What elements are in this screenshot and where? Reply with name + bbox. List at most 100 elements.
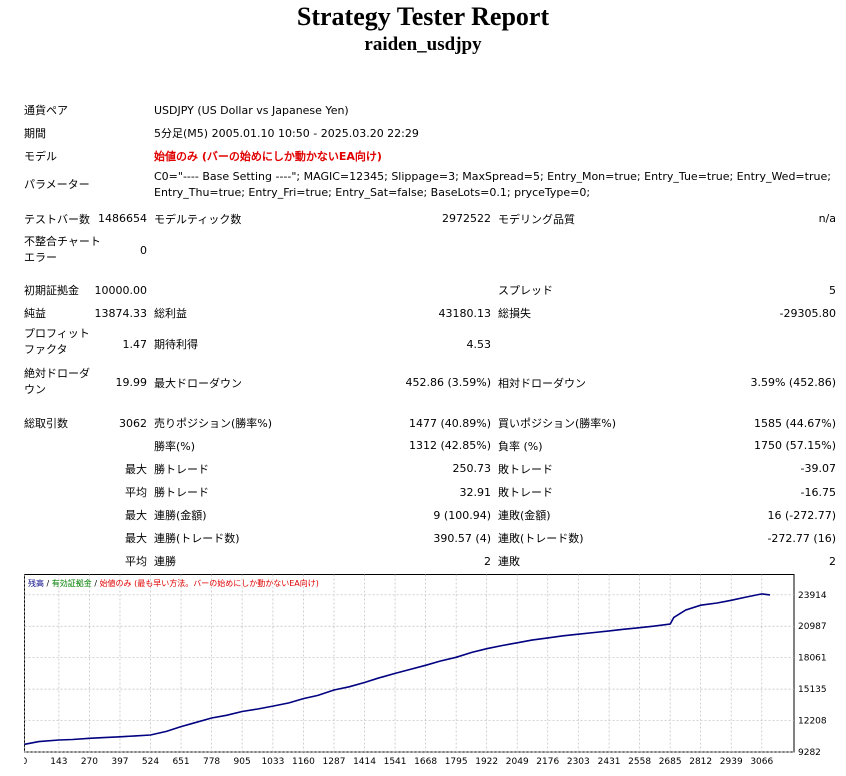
gross-loss-label: 総損失 xyxy=(498,307,531,320)
spread-value: 5 xyxy=(829,284,836,297)
winpct-value: 1312 (42.85%) xyxy=(408,439,491,452)
x-tick-label: 0 xyxy=(24,757,28,767)
abs-dd-label: 絶対ドローダウン xyxy=(24,367,90,396)
cons-loss-tr-value: -272.77 (16) xyxy=(767,532,836,545)
avg-loss-label: 敗トレード xyxy=(498,486,553,499)
x-tick-label: 2303 xyxy=(567,757,590,767)
max-win-label: 勝トレード xyxy=(154,463,209,476)
quality-label: モデリング品質 xyxy=(498,213,575,226)
gross-profit-label: 総利益 xyxy=(154,307,187,320)
period-value: 5分足(M5) 2005.01.10 10:50 - 2025.03.20 22… xyxy=(154,127,419,140)
net-label: 純益 xyxy=(24,307,46,320)
max-win-value: 250.73 xyxy=(452,462,492,475)
bars-value: 1486654 xyxy=(98,212,147,225)
symbol-value: USDJPY (US Dollar vs Japanese Yen) xyxy=(154,104,349,117)
x-tick-label: 2685 xyxy=(659,757,682,767)
balance-chart-svg: 0 143 270 397 524 651 778 905 1033 1160 1287 1414 15… xyxy=(24,574,827,767)
mismatch-label: 不整合チャートエラー xyxy=(24,235,101,264)
x-tick-label: 143 xyxy=(50,757,67,767)
avg-cons-loss-label: 連敗 xyxy=(498,555,520,568)
legend-entry: / xyxy=(44,579,52,588)
max-label-2: 最大 xyxy=(125,509,147,522)
model-value: 始値のみ (バーの始めにしか動かないEA向け) xyxy=(154,150,382,163)
avg-cons-win-value: 2 xyxy=(484,555,491,568)
max-label-1: 最大 xyxy=(125,463,147,476)
cons-loss-amt-value: 16 (-272.77) xyxy=(767,509,836,522)
legend-entry: 有効証拠金 xyxy=(52,578,92,588)
y-tick-label: 20987 xyxy=(798,622,827,632)
y-tick-label: 15135 xyxy=(798,685,827,695)
x-tick-label: 651 xyxy=(172,757,189,767)
short-label: 売りポジション(勝率%) xyxy=(154,417,273,430)
x-tick-label: 2049 xyxy=(506,757,529,767)
x-tick-label: 524 xyxy=(142,757,159,767)
cons-win-amt-value: 9 (100.94) xyxy=(433,509,491,522)
bars-label: テストバー数 xyxy=(24,213,90,226)
avg-label-1: 平均 xyxy=(125,486,147,499)
long-value: 1585 (44.67%) xyxy=(753,417,836,430)
x-tick-label: 1160 xyxy=(292,757,315,767)
expected-value: 4.53 xyxy=(466,338,492,351)
expected-label: 期待利得 xyxy=(154,338,198,351)
mismatch-value: 0 xyxy=(140,244,147,257)
y-tick-label: 23914 xyxy=(798,591,827,601)
long-label: 買いポジション(勝率%) xyxy=(498,417,617,430)
plot-frame xyxy=(24,574,795,753)
x-tick-label: 1287 xyxy=(323,757,346,767)
avg-win-label: 勝トレード xyxy=(154,486,209,499)
y-tick-label: 18061 xyxy=(798,654,827,664)
model-label: モデル xyxy=(24,150,57,163)
losspct-label: 負率 (%) xyxy=(498,440,543,453)
x-tick-label: 2176 xyxy=(536,757,559,767)
deposit-label: 初期証拠金 xyxy=(24,284,79,297)
max-dd-label: 最大ドローダウン xyxy=(154,377,242,390)
rel-dd-label: 相対ドローダウン xyxy=(498,377,586,390)
x-tick-label: 778 xyxy=(203,757,220,767)
period-label: 期間 xyxy=(24,127,46,140)
x-tick-label: 1414 xyxy=(353,757,376,767)
spread-label: スプレッド xyxy=(498,284,553,297)
pf-value: 1.47 xyxy=(122,338,148,351)
x-tick-label: 397 xyxy=(111,757,128,767)
y-tick-label: 12208 xyxy=(798,717,827,727)
rel-dd-value: 3.59% (452.86) xyxy=(750,376,836,389)
quality-value: n/a xyxy=(818,212,836,225)
short-value: 1477 (40.89%) xyxy=(408,417,491,430)
cons-win-tr-value: 390.57 (4) xyxy=(433,532,491,545)
x-tick-label: 2431 xyxy=(598,757,621,767)
ticks-label: モデルティック数 xyxy=(154,213,242,226)
max-label-3: 最大 xyxy=(125,532,147,545)
avg-cons-win-label: 連勝 xyxy=(154,555,176,568)
cons-win-tr-label: 連勝(トレード数) xyxy=(154,532,240,545)
x-tick-label: 1795 xyxy=(445,757,468,767)
legend-entry: 始値のみ (最も早い方法。バーの始めにしか動かないEA向け) xyxy=(100,578,319,588)
avg-win-value: 32.91 xyxy=(459,486,492,499)
abs-dd-value: 19.99 xyxy=(115,376,148,389)
legend-entry: / xyxy=(92,579,100,588)
report-subtitle: raiden_usdjpy xyxy=(364,34,482,55)
params-value: C0="---- Base Setting ----"; MAGIC=12345… xyxy=(154,170,831,199)
x-tick-label: 2812 xyxy=(689,757,712,767)
max-loss-value: -39.07 xyxy=(800,462,836,475)
balance-line xyxy=(24,593,771,746)
x-tick-label: 270 xyxy=(81,757,98,767)
x-tick-label: 1033 xyxy=(261,757,284,767)
net-value: 13874.33 xyxy=(94,307,148,320)
max-dd-value: 452.86 (3.59%) xyxy=(405,376,491,389)
x-tick-label: 2558 xyxy=(628,757,651,767)
x-tick-label: 905 xyxy=(234,757,251,767)
winpct-label: 勝率(%) xyxy=(154,440,196,453)
cons-loss-amt-label: 連敗(金額) xyxy=(498,509,551,522)
report-title: Strategy Tester Report xyxy=(296,2,550,31)
y-tick-label: 9282 xyxy=(798,748,821,758)
avg-loss-value: -16.75 xyxy=(800,486,836,499)
x-tick-label: 2939 xyxy=(720,757,743,767)
pf-label: プロフィットファクタ xyxy=(24,327,90,356)
deposit-value: 10000.00 xyxy=(94,284,148,297)
gross-profit-value: 43180.13 xyxy=(438,307,492,320)
x-tick-label: 1541 xyxy=(384,757,407,767)
gross-loss-value: -29305.80 xyxy=(779,307,836,320)
trades-label: 総取引数 xyxy=(24,417,68,430)
symbol-label: 通貨ペア xyxy=(24,104,68,117)
ticks-value: 2972522 xyxy=(442,212,491,225)
